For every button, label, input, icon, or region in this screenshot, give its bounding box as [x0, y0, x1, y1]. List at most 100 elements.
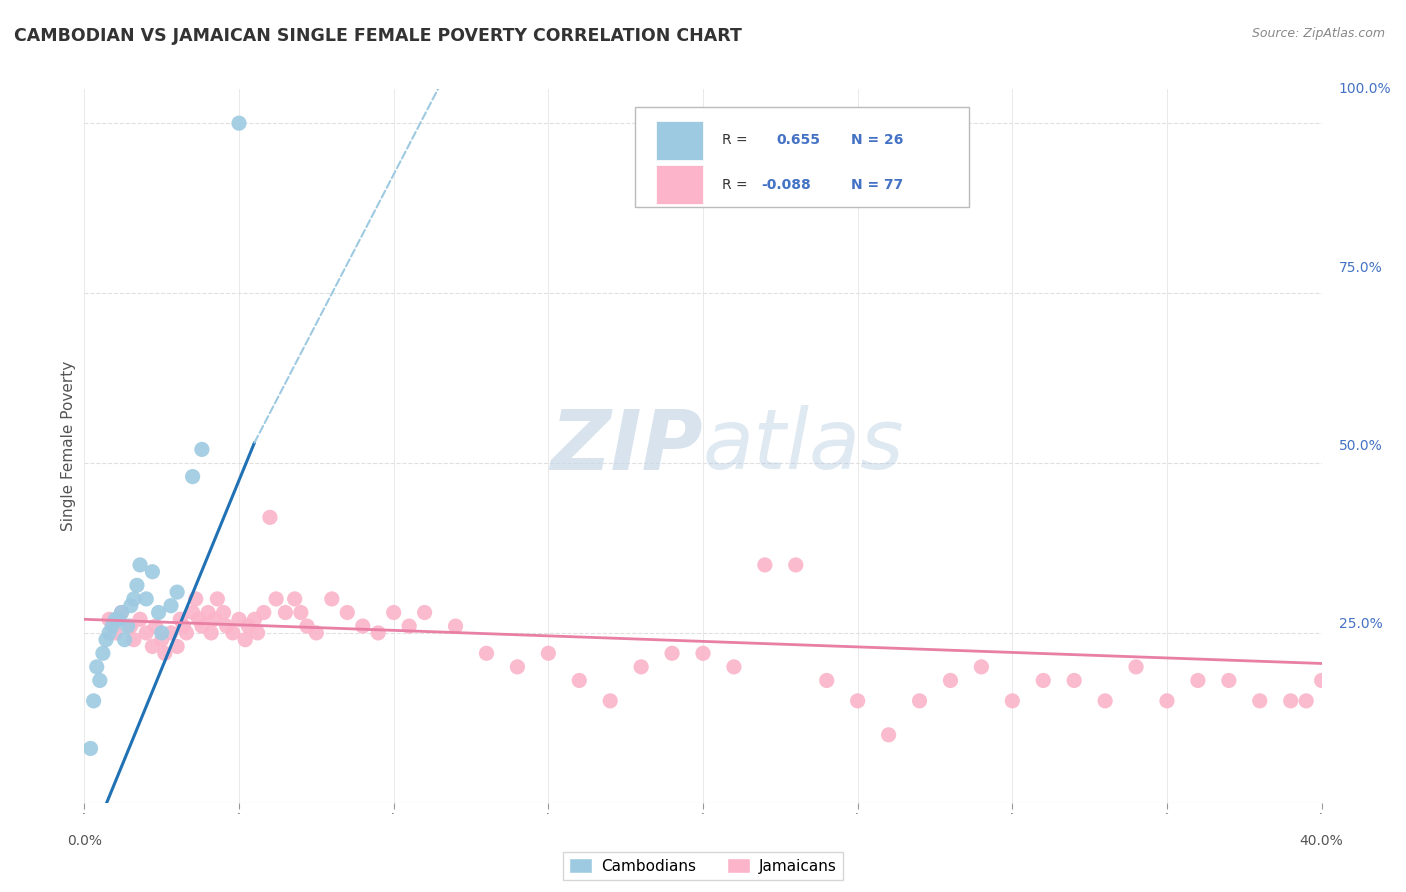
- Point: [352, 619, 374, 633]
- Point: [692, 646, 714, 660]
- Point: [135, 591, 157, 606]
- Point: [246, 626, 269, 640]
- Point: [295, 619, 318, 633]
- Point: [141, 565, 163, 579]
- Text: N = 26: N = 26: [852, 133, 904, 147]
- Point: [305, 626, 328, 640]
- Point: [122, 591, 145, 606]
- Point: [506, 660, 529, 674]
- Point: [169, 612, 191, 626]
- Point: [568, 673, 591, 688]
- Text: -0.088: -0.088: [761, 178, 811, 192]
- Text: 25.0%: 25.0%: [1339, 617, 1382, 632]
- Point: [83, 694, 105, 708]
- Text: 40.0%: 40.0%: [1299, 834, 1344, 848]
- Point: [284, 591, 307, 606]
- Point: [120, 619, 142, 633]
- Point: [172, 619, 194, 633]
- FancyBboxPatch shape: [657, 120, 703, 160]
- Text: R =: R =: [721, 178, 752, 192]
- Point: [243, 612, 266, 626]
- Point: [264, 591, 287, 606]
- Point: [1295, 694, 1317, 708]
- Point: [970, 660, 993, 674]
- Y-axis label: Single Female Poverty: Single Female Poverty: [60, 361, 76, 531]
- Point: [274, 606, 297, 620]
- Point: [187, 612, 209, 626]
- Point: [166, 640, 188, 654]
- Point: [630, 660, 652, 674]
- Point: [1032, 673, 1054, 688]
- Point: [398, 619, 420, 633]
- Point: [135, 626, 157, 640]
- Point: [1094, 694, 1116, 708]
- Point: [104, 626, 127, 640]
- Point: [191, 442, 214, 457]
- Text: N = 77: N = 77: [852, 178, 904, 192]
- Text: R =: R =: [721, 133, 752, 147]
- Point: [1310, 673, 1333, 688]
- FancyBboxPatch shape: [657, 165, 703, 204]
- Text: Source: ZipAtlas.com: Source: ZipAtlas.com: [1251, 27, 1385, 40]
- Point: [228, 116, 250, 130]
- FancyBboxPatch shape: [636, 107, 969, 207]
- Point: [94, 632, 117, 647]
- Point: [661, 646, 683, 660]
- Point: [89, 673, 111, 688]
- Point: [1187, 673, 1209, 688]
- Point: [212, 606, 235, 620]
- Text: 0.655: 0.655: [776, 133, 820, 147]
- Text: 50.0%: 50.0%: [1339, 439, 1382, 453]
- Point: [104, 612, 127, 626]
- Point: [207, 591, 229, 606]
- Point: [259, 510, 281, 524]
- Point: [908, 694, 931, 708]
- Point: [114, 632, 136, 647]
- Point: [1249, 694, 1271, 708]
- Point: [238, 619, 260, 633]
- Point: [321, 591, 343, 606]
- Point: [176, 626, 198, 640]
- Text: 0.0%: 0.0%: [67, 834, 101, 848]
- Point: [290, 606, 312, 620]
- Point: [215, 619, 238, 633]
- Point: [145, 619, 167, 633]
- Point: [181, 469, 204, 483]
- Point: [153, 646, 176, 660]
- Point: [101, 619, 124, 633]
- Text: ZIP: ZIP: [550, 406, 703, 486]
- Point: [1063, 673, 1085, 688]
- Point: [129, 612, 152, 626]
- Point: [160, 626, 183, 640]
- Point: [939, 673, 962, 688]
- Point: [117, 619, 139, 633]
- Point: [202, 612, 225, 626]
- Point: [382, 606, 405, 620]
- Text: atlas: atlas: [703, 406, 904, 486]
- Point: [148, 606, 170, 620]
- Point: [233, 632, 256, 647]
- Point: [1156, 694, 1178, 708]
- Point: [98, 612, 121, 626]
- Point: [444, 619, 467, 633]
- Point: [129, 558, 152, 572]
- Text: 100.0%: 100.0%: [1339, 82, 1391, 96]
- Point: [150, 626, 173, 640]
- Point: [79, 741, 101, 756]
- Point: [723, 660, 745, 674]
- Point: [877, 728, 900, 742]
- Point: [599, 694, 621, 708]
- Point: [191, 619, 214, 633]
- Point: [141, 640, 163, 654]
- Point: [1125, 660, 1147, 674]
- Point: [1279, 694, 1302, 708]
- Point: [120, 599, 142, 613]
- Point: [166, 585, 188, 599]
- Point: [537, 646, 560, 660]
- Point: [336, 606, 359, 620]
- Point: [228, 612, 250, 626]
- Point: [125, 578, 148, 592]
- Point: [754, 558, 776, 572]
- Point: [86, 660, 108, 674]
- Point: [1218, 673, 1240, 688]
